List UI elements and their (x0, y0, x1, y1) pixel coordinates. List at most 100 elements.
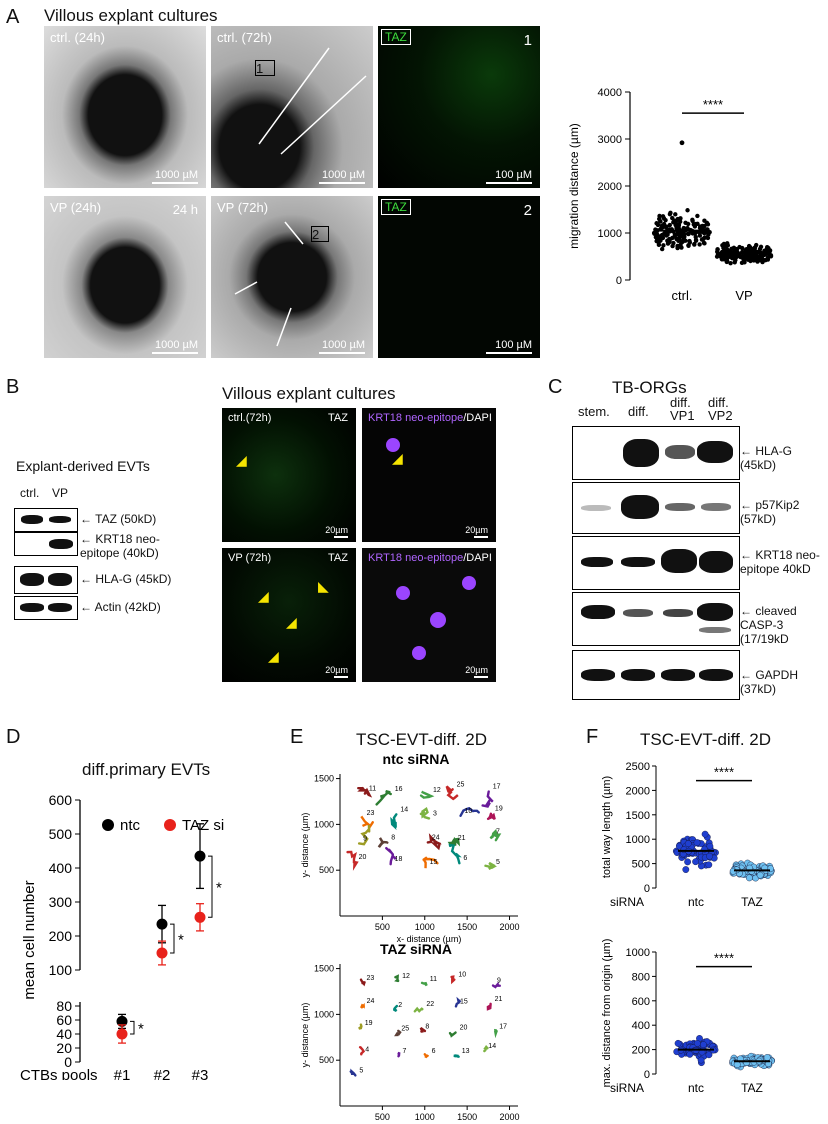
band-c-p57: ← p57Kip2 (57kD) (740, 498, 800, 526)
inset-box: 1 (255, 60, 275, 76)
track-label: 23 (366, 975, 374, 982)
data-point (763, 1054, 771, 1061)
y-tick-label: 400 (49, 860, 73, 876)
data-point (661, 243, 666, 248)
image-label: VP (72h) (217, 200, 269, 215)
y-tick-label: 500 (49, 826, 73, 842)
x-tick-label: 1000 (415, 1112, 435, 1120)
blot-krt18 (14, 532, 78, 556)
track-label: 21 (458, 835, 466, 842)
data-point (692, 858, 700, 866)
track-label: 18 (395, 856, 403, 863)
micrograph-b-ctrl-taz: ctrl.(72h) TAZ ◢ 20µm (222, 408, 356, 542)
x-tick-label: 500 (375, 1112, 390, 1120)
panel-e-title: TSC-EVT-diff. 2D (356, 730, 487, 749)
track-label: 9 (363, 835, 367, 842)
migration-track (419, 806, 431, 820)
data-point (697, 242, 702, 247)
data-point (678, 242, 683, 248)
y-tick-label: 400 (632, 1020, 650, 1032)
significance-bracket (208, 855, 213, 918)
migration-track (481, 790, 494, 808)
blot-c-hlag (572, 426, 740, 480)
time-label: 24 h (172, 202, 198, 217)
scale-bar: 20µm (465, 525, 488, 538)
legend-label-ntc: ntc (120, 817, 141, 834)
band-label-actin: ← Actin (42kD) (80, 600, 161, 614)
x-category-label: ntc (688, 895, 704, 909)
channel-label: TAZ (381, 199, 411, 215)
data-point (754, 242, 759, 248)
y-tick-label: 20 (56, 1040, 72, 1056)
y-tick-label: 1000 (626, 834, 650, 846)
blot-c-casp3 (572, 592, 740, 646)
y-tick-label: 500 (319, 1055, 334, 1065)
migration-track (375, 790, 392, 806)
x-tick-label: 1000 (415, 922, 435, 932)
track-label: 11 (369, 786, 376, 793)
micrograph-taz-2: TAZ 2 100 µM (378, 196, 540, 358)
channel-label: TAZ (381, 29, 411, 45)
scale-bar: 100 µM (486, 339, 532, 354)
cell-marker (430, 612, 446, 628)
data-point (697, 1056, 705, 1064)
track-label: 15 (430, 859, 438, 866)
micrograph-ctrl-24h: ctrl. (24h) 1000 µM (44, 26, 206, 188)
data-point (679, 140, 685, 146)
data-point (721, 256, 727, 262)
migration-tracks-chart: ntc siRNA 500 1000 1500 2000 500 1000 1500 x- di… (300, 751, 520, 1120)
migration-track (390, 813, 398, 831)
panel-b-letter: B (6, 376, 20, 398)
data-point (733, 1061, 741, 1068)
significance-label: **** (714, 765, 734, 780)
data-point (656, 242, 662, 248)
migration-track (448, 843, 462, 865)
y-tick-label: 1000 (314, 819, 334, 829)
significance-label: **** (703, 97, 723, 112)
panel-c-title: TB-ORGs (612, 378, 687, 397)
arrowhead-icon: ◢ (268, 648, 279, 664)
data-point (715, 252, 721, 257)
migration-track (426, 833, 442, 851)
migration-track (486, 812, 496, 821)
band-label-krt18: ← KRT18 neo-epitope (40kD) (80, 532, 160, 560)
track-label: 17 (499, 1023, 507, 1030)
track-label: 5 (359, 1067, 363, 1074)
panel-e-letter: E (290, 726, 304, 748)
y-tick-label: 600 (632, 996, 650, 1008)
data-point (702, 218, 707, 223)
micrograph-b-vp-taz: VP (72h) TAZ ◢ ◣ ◢ ◢ 20µm (222, 548, 356, 682)
y-tick-label: 0 (644, 883, 650, 895)
y-tick-label: 0 (64, 1054, 72, 1070)
data-point (682, 866, 690, 873)
data-point (701, 830, 709, 838)
track-label: 3 (433, 810, 437, 817)
data-point (685, 231, 691, 237)
significance-bracket (130, 1020, 135, 1035)
image-label: VP (72h) (228, 552, 272, 564)
data-point (725, 243, 731, 248)
blot-hlag (14, 566, 78, 594)
band-label-taz: ← TAZ (50kD) (80, 512, 157, 526)
y-tick-label: 1500 (314, 774, 334, 784)
data-point (670, 243, 675, 249)
data-point (705, 861, 713, 869)
data-point (677, 216, 683, 222)
data-point (692, 224, 698, 229)
migration-arrows (234, 221, 304, 347)
data-point (662, 231, 667, 236)
data-point (690, 218, 695, 224)
data-point (675, 842, 683, 850)
track-label: 25 (457, 781, 465, 788)
migration-track (489, 828, 502, 842)
y-tick-label: 200 (49, 928, 73, 944)
lane-diff-vp2: diff. VP2 (708, 395, 733, 423)
track-label: 22 (426, 1001, 434, 1008)
data-point (745, 874, 753, 882)
x-tick-label: 1500 (457, 1112, 477, 1120)
migration-track (450, 975, 456, 985)
data-point (657, 237, 662, 243)
significance-label: **** (714, 951, 734, 966)
data-point (664, 224, 669, 229)
data-point (705, 1051, 713, 1059)
